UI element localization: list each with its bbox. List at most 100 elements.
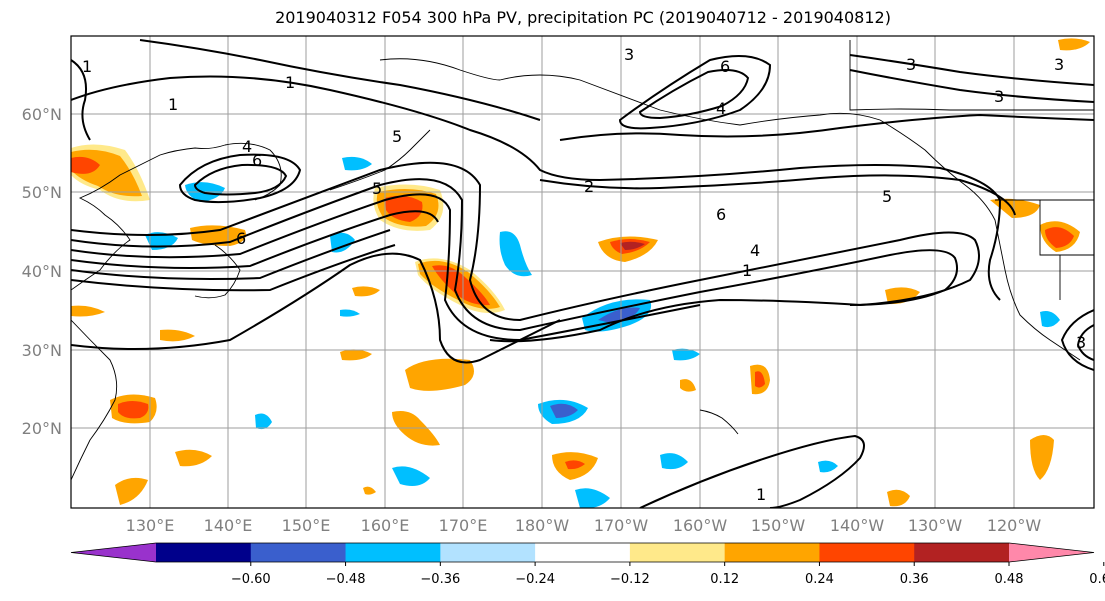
- contour-label: 1: [742, 261, 752, 280]
- precip-patch: [363, 486, 376, 495]
- precip-patch: [71, 305, 105, 317]
- colorbar-tick-label: 0.48: [995, 572, 1024, 587]
- map-frame: [70, 35, 1095, 509]
- precip-patch: [990, 198, 1040, 218]
- precip-patch: [620, 241, 645, 250]
- pv-contour: [71, 161, 980, 343]
- lon-label-170w: 170°W: [594, 516, 649, 535]
- pv-contour: [559, 113, 1094, 141]
- contour-labels: 1 1 1 2 3 3 3 3 4 4 5 5 5 6 6 6 6 1 1 4 …: [82, 45, 1086, 504]
- border-us-states: [1039, 200, 1094, 300]
- contour-label: 3: [906, 55, 916, 74]
- pv-contour: [638, 69, 750, 120]
- precip-patch: [71, 156, 100, 174]
- coastline-bc: [879, 119, 1081, 361]
- contour-label: 3: [994, 87, 1004, 106]
- precip-patch: [887, 489, 910, 507]
- lat-label-60n: 60°N: [22, 105, 62, 124]
- lon-label-150e: 150°E: [282, 516, 331, 535]
- precip-patch: [885, 287, 920, 305]
- contour-label: 3: [1076, 333, 1086, 352]
- lon-label-170e: 170°E: [439, 516, 488, 535]
- pv-contour: [139, 39, 541, 121]
- contour-label: 1: [168, 95, 178, 114]
- colorbar-tick-label: 0.60: [1089, 572, 1105, 587]
- lat-label-50n: 50°N: [22, 183, 62, 202]
- lon-label-180w: 180°W: [515, 516, 570, 535]
- pv-contour: [71, 210, 439, 269]
- longitude-labels: 130°E 140°E 150°E 160°E 170°E 180°W 170°…: [126, 516, 1042, 535]
- contour-label: 6: [252, 151, 262, 170]
- colorbar: −0.60 −0.48 −0.36 −0.24 −0.12 0.12 0.24 0.36 0.4…: [70, 542, 1105, 587]
- lon-label-120w: 120°W: [987, 516, 1042, 535]
- precip-patch: [672, 348, 700, 361]
- precip-patch: [118, 401, 149, 419]
- lat-label-30n: 30°N: [22, 341, 62, 360]
- colorbar-tick-label: 0.24: [805, 572, 834, 587]
- contour-label: 6: [236, 229, 246, 248]
- coastline-asia: [71, 144, 226, 291]
- lon-label-150w: 150°W: [751, 516, 806, 535]
- colorbar-segment: [440, 543, 536, 562]
- pv-contour: [71, 229, 391, 280]
- precip-patch: [255, 413, 272, 430]
- pv-contour: [1076, 324, 1094, 361]
- precip-patch: [680, 379, 696, 392]
- colorbar-tick-label: −0.12: [610, 572, 650, 587]
- colorbar-tick-label: −0.60: [231, 572, 271, 587]
- coastline-hawaii: [699, 409, 739, 435]
- precip-patch: [499, 231, 532, 277]
- precip-patch: [1040, 311, 1060, 328]
- pv-contour: [193, 163, 288, 196]
- precip-patch: [352, 286, 380, 297]
- pv-contour: [639, 434, 865, 508]
- precip-patch: [115, 477, 148, 505]
- colorbar-segment: [156, 543, 252, 562]
- precip-patch: [565, 460, 585, 470]
- map-background: [71, 36, 1094, 508]
- colorbar-extend-high: [1009, 543, 1094, 562]
- precip-patch: [330, 232, 355, 253]
- lon-label-160w: 160°W: [673, 516, 728, 535]
- latitude-labels: 60°N 50°N 40°N 30°N 20°N: [22, 105, 62, 438]
- graticule: [71, 36, 1094, 508]
- precip-patch: [340, 349, 372, 361]
- pv-contour: [71, 75, 1002, 301]
- lat-label-40n: 40°N: [22, 262, 62, 281]
- precip-patch: [755, 371, 765, 388]
- contour-label: 1: [285, 73, 295, 92]
- lon-label-160e: 160°E: [361, 516, 410, 535]
- colorbar-segment: [250, 543, 347, 562]
- contour-label: 3: [624, 45, 634, 64]
- colorbar-tick-label: 0.12: [710, 572, 739, 587]
- precip-patch: [405, 358, 474, 391]
- colorbar-segment: [914, 543, 1010, 562]
- contour-label: 3: [1054, 55, 1064, 74]
- colorbar-extend-low: [71, 543, 156, 562]
- precip-patch: [660, 453, 688, 470]
- contour-label: 4: [750, 241, 760, 260]
- colorbar-tick-label: −0.48: [326, 572, 366, 587]
- precip-patch: [598, 307, 640, 324]
- precip-patch: [575, 488, 610, 508]
- precip-patch: [160, 329, 195, 342]
- coastline-alaska: [499, 74, 881, 126]
- contour-label: 4: [716, 99, 726, 118]
- lon-label-140e: 140°E: [204, 516, 253, 535]
- precip-patch: [385, 195, 423, 222]
- contour-label: 6: [716, 205, 726, 224]
- map-content: 1 1 1 2 3 3 3 3 4 4 5 5 5 6 6 6 6 1 1 4 …: [71, 36, 1094, 508]
- pv-contour: [618, 55, 772, 130]
- precip-patch: [1030, 435, 1054, 480]
- pv-contour: [71, 244, 396, 292]
- contour-label: 4: [242, 137, 252, 156]
- lon-label-130w: 130°W: [908, 516, 963, 535]
- map-title: 2019040312 F054 300 hPa PV, precipitatio…: [275, 8, 891, 27]
- pv-contour: [1060, 309, 1094, 371]
- contour-label: 5: [882, 187, 892, 206]
- pv-contour: [71, 178, 958, 332]
- colorbar-tick-label: −0.36: [420, 572, 460, 587]
- colorbar-segment: [345, 543, 441, 562]
- pv-contour: [849, 54, 1094, 86]
